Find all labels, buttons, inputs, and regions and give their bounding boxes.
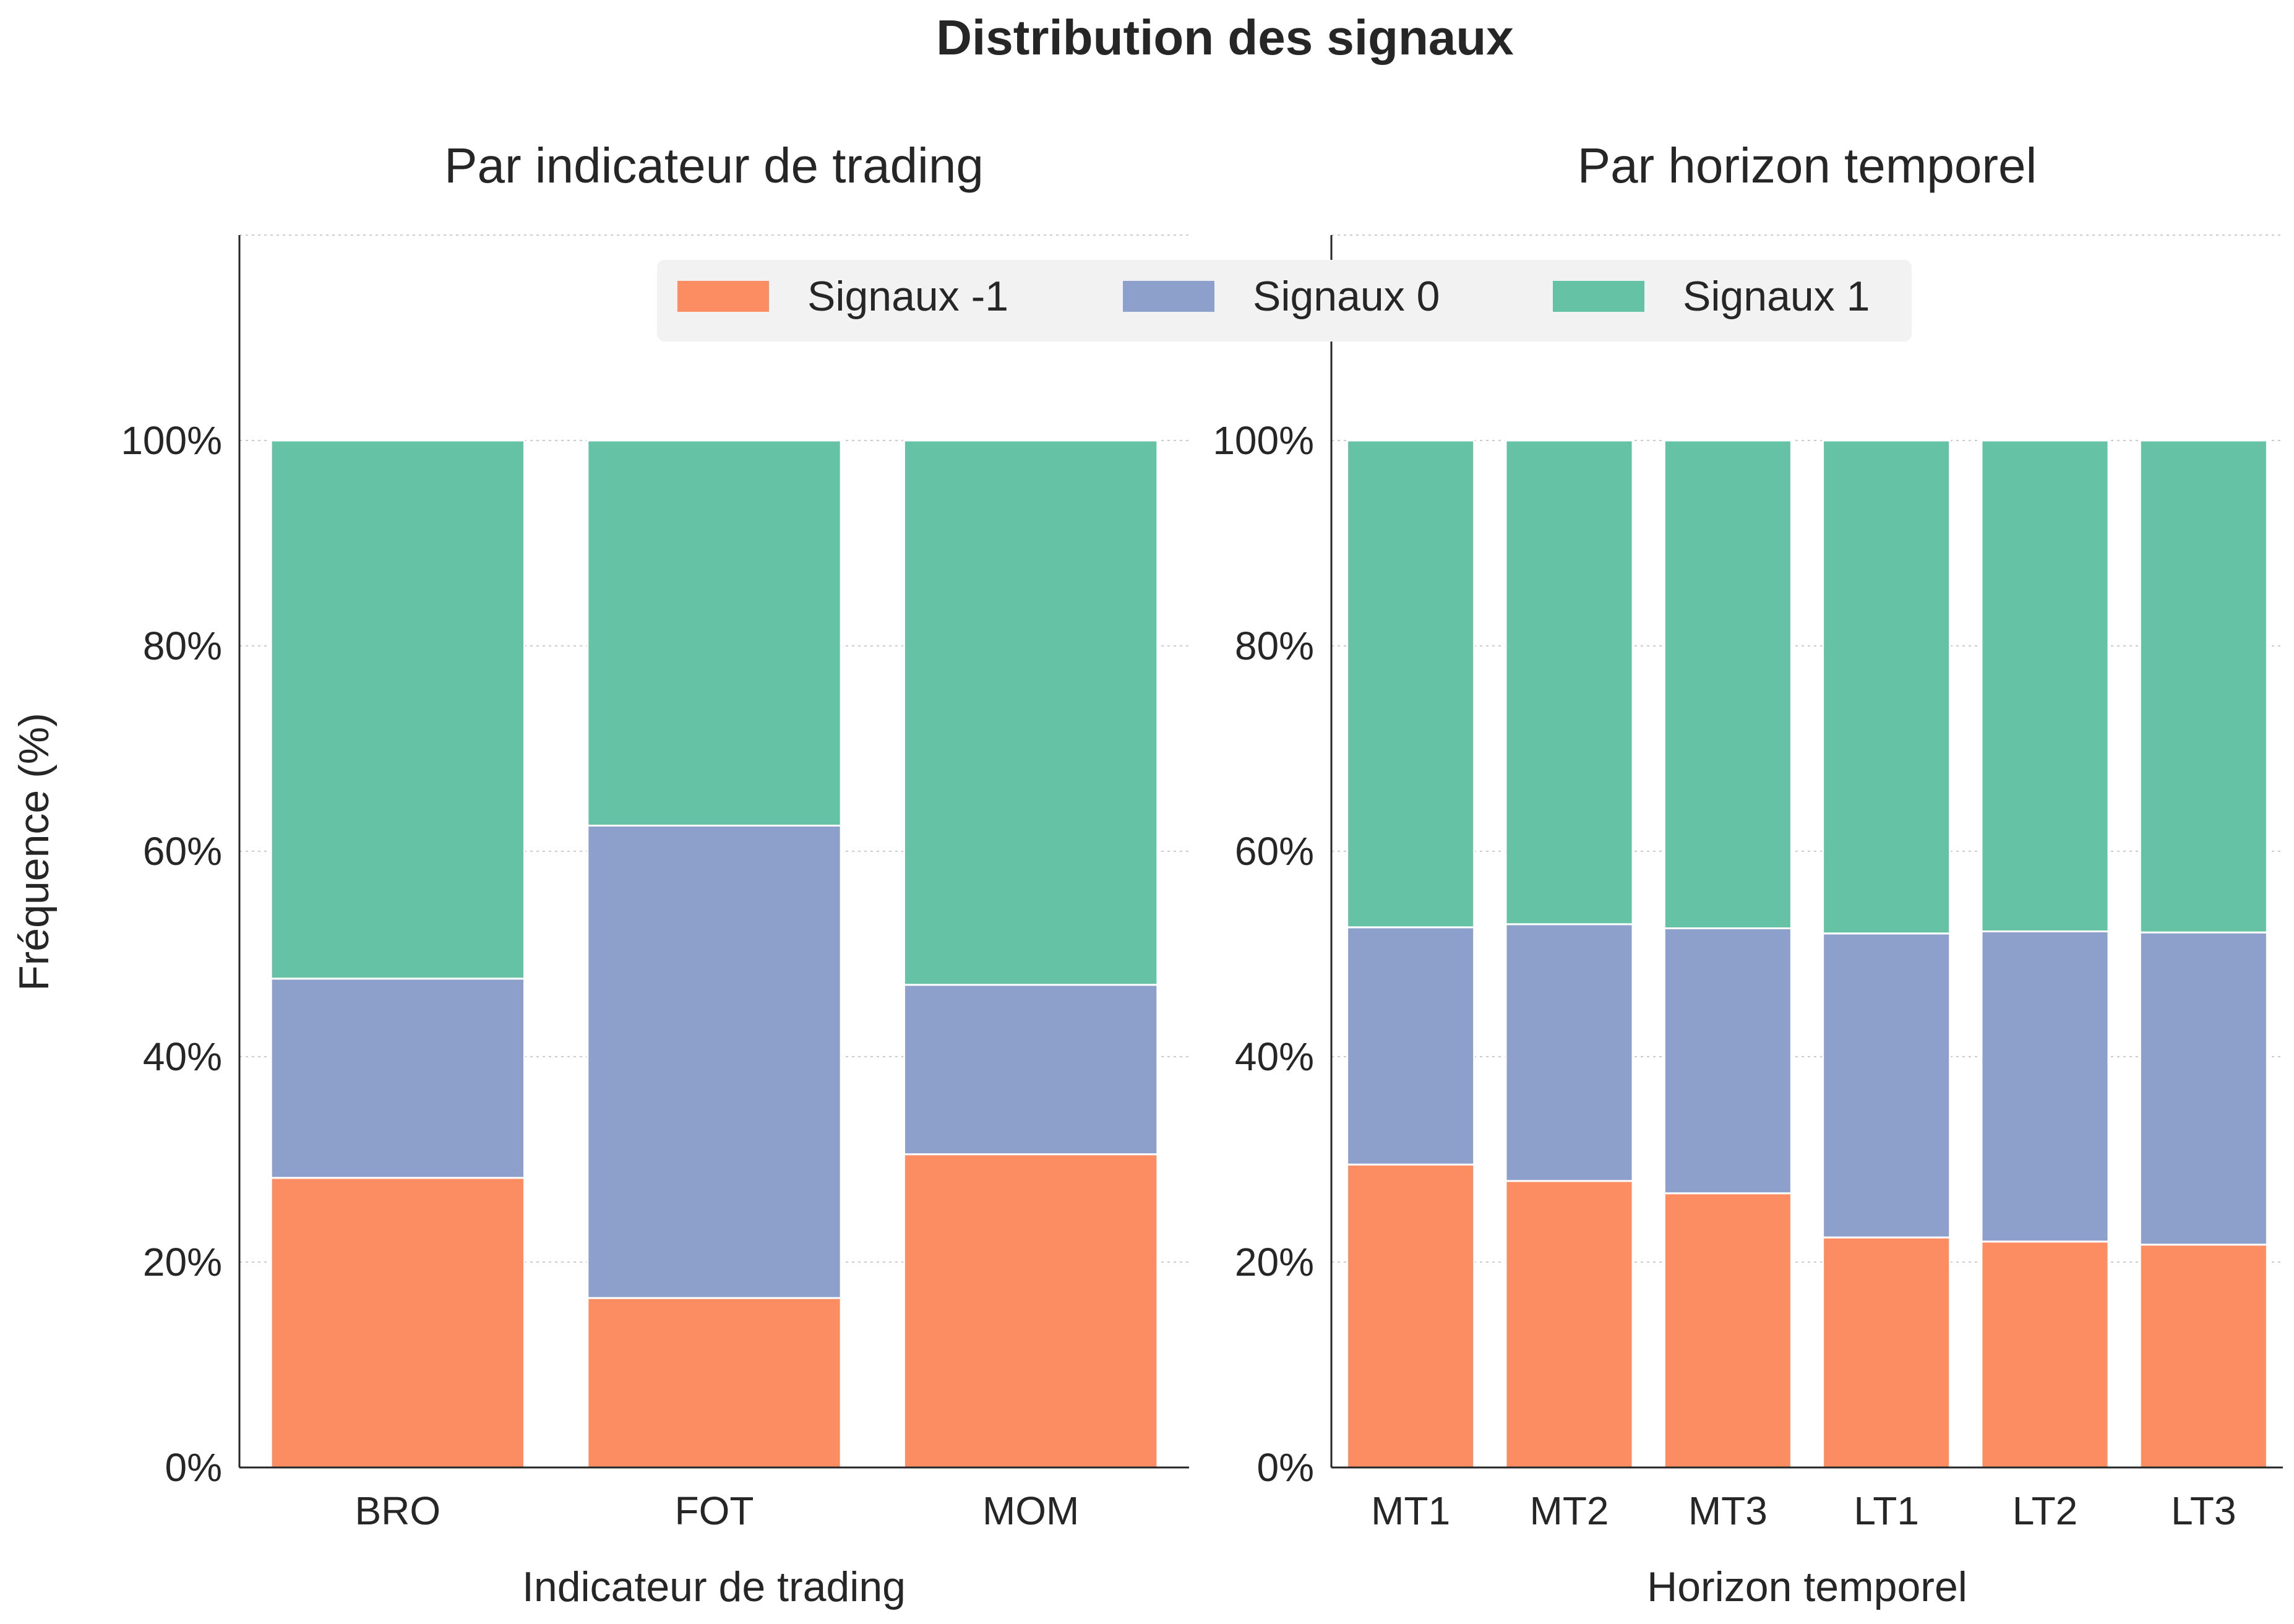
bar-fot-signaux-0 [586, 825, 842, 1299]
legend-swatch-signaux-0 [1123, 281, 1214, 312]
panel-0-x-ticks: BRO FOT MOM [354, 1489, 1079, 1533]
panel-1-y-ticks: 0% 20% 40% 60% 80% 100% [1213, 418, 1314, 1490]
x-tick-label: LT3 [2171, 1489, 2236, 1533]
bar-mt1-signaux-1 [1346, 439, 1476, 929]
legend-label-signaux-0: Signaux 0 [1253, 273, 1440, 320]
y-tick-label: 100% [1213, 418, 1314, 463]
figure-suptitle: Distribution des signaux [936, 10, 1513, 65]
legend-swatch-signaux-minus-1 [677, 281, 769, 312]
y-tick-label: 40% [143, 1034, 222, 1079]
bar-bro-signaux-1 [270, 439, 525, 980]
bar-lt3-signaux-1 [2139, 439, 2268, 934]
bar-lt3-signaux-0 [2139, 931, 2268, 1246]
panel-1-bars [1346, 439, 2268, 1469]
x-tick-label: MOM [982, 1489, 1079, 1533]
panel-0-title: Par indicateur de trading [444, 138, 984, 193]
y-tick-label: 20% [143, 1240, 222, 1284]
x-tick-label: MT1 [1371, 1489, 1450, 1533]
panel-1-x-ticks: MT1 MT2 MT3 LT1 LT2 LT3 [1371, 1489, 2236, 1533]
legend: Signaux -1 Signaux 0 Signaux 1 [657, 260, 1912, 342]
bar-lt1-signaux-1 [1822, 439, 1951, 935]
y-tick-label: 60% [1235, 829, 1314, 874]
bar-mt2-signaux-1 [1505, 439, 1634, 926]
legend-label-signaux-1: Signaux 1 [1683, 273, 1870, 320]
bar-mt3-signaux-1 [1663, 439, 1792, 929]
panel-trading-indicator: 0% 20% 40% 60% 80% 100% BRO FOT MOM Par indicat… [121, 138, 1189, 1610]
bar-mt3-signaux-0 [1663, 927, 1792, 1195]
x-tick-label: MT3 [1688, 1489, 1768, 1533]
x-tick-label: LT2 [2013, 1489, 2078, 1533]
x-tick-label: FOT [675, 1489, 754, 1533]
x-tick-label: LT1 [1854, 1489, 1919, 1533]
bar-lt1-signaux-minus-1 [1822, 1236, 1951, 1469]
bar-lt2-signaux-0 [1980, 930, 2110, 1243]
y-tick-label: 0% [1257, 1445, 1315, 1490]
bar-fot-signaux-1 [586, 439, 842, 827]
panel-1-x-axis-label: Horizon temporel [1647, 1563, 1967, 1610]
bar-lt3-signaux-minus-1 [2139, 1244, 2268, 1469]
panel-1-title: Par horizon temporel [1578, 138, 2037, 193]
panel-0-x-axis-label: Indicateur de trading [522, 1563, 906, 1610]
y-tick-label: 60% [143, 829, 222, 874]
x-tick-label: BRO [354, 1489, 440, 1533]
y-tick-label: 80% [1235, 624, 1314, 668]
y-tick-label: 100% [121, 418, 222, 463]
bar-mom-signaux-minus-1 [903, 1153, 1159, 1469]
bar-mt2-signaux-0 [1505, 923, 1634, 1182]
legend-label-signaux-minus-1: Signaux -1 [807, 273, 1008, 320]
bar-mom-signaux-1 [903, 439, 1159, 986]
y-tick-label: 20% [1235, 1240, 1314, 1284]
bar-lt2-signaux-minus-1 [1980, 1240, 2110, 1469]
bar-mt2-signaux-minus-1 [1505, 1180, 1634, 1469]
bar-mt1-signaux-0 [1346, 926, 1476, 1166]
x-tick-label: MT2 [1530, 1489, 1609, 1533]
y-tick-label: 40% [1235, 1034, 1314, 1079]
legend-swatch-signaux-1 [1553, 281, 1644, 312]
y-axis-label: Fréquence (%) [11, 713, 58, 991]
bar-mt3-signaux-minus-1 [1663, 1192, 1792, 1469]
bar-fot-signaux-minus-1 [586, 1297, 842, 1469]
legend-frame [657, 260, 1912, 342]
bar-lt1-signaux-0 [1822, 932, 1951, 1239]
bar-mom-signaux-0 [903, 984, 1159, 1156]
panel-0-bars [270, 439, 1159, 1469]
bar-bro-signaux-0 [270, 977, 525, 1179]
bar-mt1-signaux-minus-1 [1346, 1163, 1476, 1469]
y-tick-label: 0% [165, 1445, 223, 1490]
y-tick-label: 80% [143, 624, 222, 668]
panel-0-y-ticks: 0% 20% 40% 60% 80% 100% [121, 418, 222, 1490]
bar-bro-signaux-minus-1 [270, 1177, 525, 1469]
panel-time-horizon: 0% 20% 40% 60% 80% 100% MT1 MT2 MT3 LT1 LT2 LT3 Pa… [1213, 138, 2283, 1610]
bar-lt2-signaux-1 [1980, 439, 2110, 932]
